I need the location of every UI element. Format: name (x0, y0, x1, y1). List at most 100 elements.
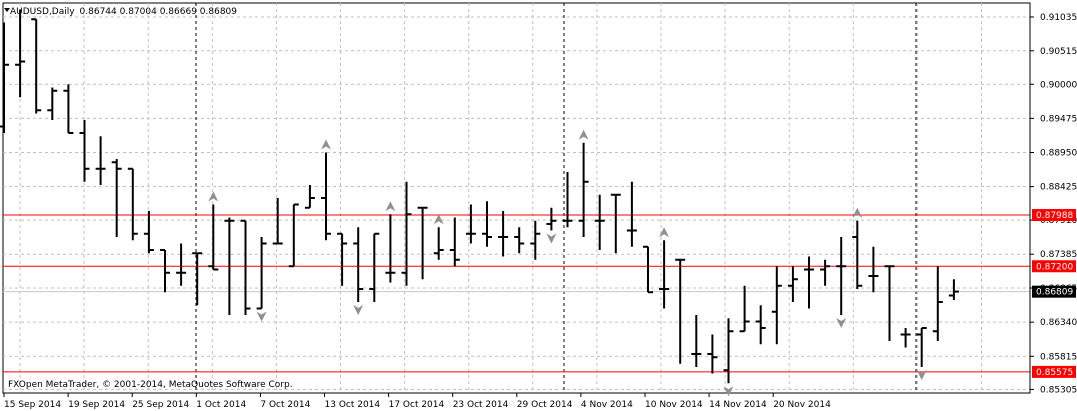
ohlc-bar (288, 203, 299, 268)
fractal-down-arrow-icon (723, 386, 734, 397)
time-axis[interactable]: 15 Sep 2014 19 Sep 2014 25 Sep 2014 1 Oct 2… (3, 393, 831, 410)
x-tick-label: 7 Oct 2014 (260, 400, 310, 410)
x-tick-label: 15 Sep 2014 (4, 400, 61, 410)
ohlc-bars (0, 9, 959, 384)
ohlc-bar (127, 167, 138, 241)
ohlc-bar (449, 217, 460, 267)
y-tick-label: 0.87385 (1040, 250, 1077, 260)
ohlc-bar (610, 193, 621, 254)
x-tick-label: 10 Nov 2014 (645, 400, 703, 410)
ohlc-bar (932, 266, 943, 341)
ohlc-bar (31, 18, 42, 114)
x-tick-label: 14 Nov 2014 (709, 400, 767, 410)
y-tick-label: 0.89475 (1040, 114, 1077, 124)
ohlc-bar (804, 256, 814, 309)
ohlc-bar (836, 237, 847, 315)
level-label: 0.87988 (1036, 211, 1073, 221)
ohlc-bar (304, 185, 315, 209)
ohlc-bar (63, 84, 74, 134)
x-tick-label: 17 Oct 2014 (389, 400, 445, 410)
ohlc-bar (594, 194, 605, 250)
x-tick-label: 13 Oct 2014 (325, 400, 381, 410)
ohlc-bar (691, 315, 702, 367)
ohlc-bar (79, 120, 90, 182)
x-tick-label: 23 Oct 2014 (453, 400, 509, 410)
x-tick-label: 20 Nov 2014 (773, 400, 831, 410)
y-tick-label: 0.87910 (1040, 216, 1077, 226)
ohlc-bar (401, 181, 412, 286)
ohlc-bar (0, 22, 9, 133)
chart-menu-icon[interactable] (4, 8, 10, 12)
x-tick-label: 4 Nov 2014 (581, 400, 633, 410)
grid-lines (3, 3, 1030, 393)
copyright-text: FXOpen MetaTrader, © 2001-2014, MetaQuot… (8, 380, 293, 390)
y-tick-label: 0.88425 (1040, 183, 1077, 193)
ohlc-bar (787, 266, 798, 302)
ohlc-bar (755, 305, 766, 345)
fractal-up-arrow-icon (433, 214, 444, 225)
ohlc-bar (482, 201, 492, 247)
ohlc-bar (176, 243, 187, 286)
ohlc-bar (208, 204, 219, 271)
y-tick-label: 0.90000 (1040, 80, 1077, 90)
level-label-bg (1032, 260, 1076, 273)
period-separators (195, 3, 917, 393)
level-label-bg (1032, 365, 1076, 378)
y-tick-label: 0.85815 (1040, 352, 1077, 362)
fractal-down-arrow-icon (546, 233, 557, 244)
ohlc-bar (707, 334, 718, 374)
ohlc-bar (15, 9, 26, 98)
fractal-up-arrow-icon (578, 129, 589, 140)
current-price-bg (1032, 285, 1076, 298)
ohlc-bar (948, 279, 959, 301)
fractal-up-arrow-icon (385, 201, 396, 212)
y-tick-label: 0.90515 (1040, 47, 1077, 57)
ohlc-bar (272, 198, 283, 245)
ohlc-bar (192, 252, 203, 306)
y-tick-label: 0.91035 (1040, 13, 1077, 23)
ohlc-bar (353, 227, 364, 302)
y-tick-label: 0.85305 (1040, 385, 1077, 395)
ohlc-bar (417, 206, 428, 280)
price-axis[interactable]: 0.91035 0.90515 0.90000 0.89475 0.88950 0.884… (1030, 13, 1077, 395)
symbol-label: AUDUSD,Daily (10, 7, 75, 17)
fractal-up-arrow-icon (321, 139, 331, 150)
x-tick-label: 29 Oct 2014 (517, 400, 573, 410)
ohlc-bar (916, 327, 927, 367)
ohlc-bar (240, 219, 251, 315)
fractal-up-arrow-icon (852, 207, 863, 218)
ohlc-bar (578, 142, 589, 237)
ohlc-bar (675, 258, 686, 364)
ohlc-bar (433, 227, 444, 260)
ohlc-bar (868, 246, 879, 293)
y-tick-label: 0.86340 (1040, 318, 1077, 328)
ohlc-bar (143, 211, 154, 254)
header-text: AUDUSD,Daily 0.86744 0.87004 0.86669 0.86… (10, 7, 237, 17)
fractal-up-arrow-icon (659, 227, 670, 238)
ohlc-bar (659, 240, 670, 309)
x-tick-label: 1 Oct 2014 (196, 400, 246, 410)
fractal-down-arrow-icon (836, 318, 847, 328)
ohlc-bar (562, 172, 573, 228)
fractal-down-arrow-icon (916, 370, 927, 380)
ohlc-bar (321, 152, 331, 241)
ohlc-bar (771, 266, 782, 345)
fractal-up-arrow-icon (208, 191, 219, 202)
ohlc-bar (530, 220, 541, 260)
x-tick-label: 25 Sep 2014 (132, 400, 189, 410)
level-label: 0.87200 (1036, 262, 1073, 272)
ohlc-bar (465, 204, 476, 244)
ohlc-bar (820, 259, 831, 286)
ohlc-bar (256, 237, 267, 310)
ohlc-bar (224, 217, 235, 315)
ohlc-bar (337, 232, 348, 286)
current-price-label: 0.86809 (1036, 288, 1073, 298)
level-label-bg (1032, 209, 1076, 222)
ohlc-bar (884, 265, 895, 341)
level-label: 0.85575 (1036, 368, 1073, 378)
y-tick-label: 0.88950 (1040, 149, 1077, 159)
ohlc-bar (626, 181, 637, 247)
ohlc-bar (852, 220, 863, 289)
